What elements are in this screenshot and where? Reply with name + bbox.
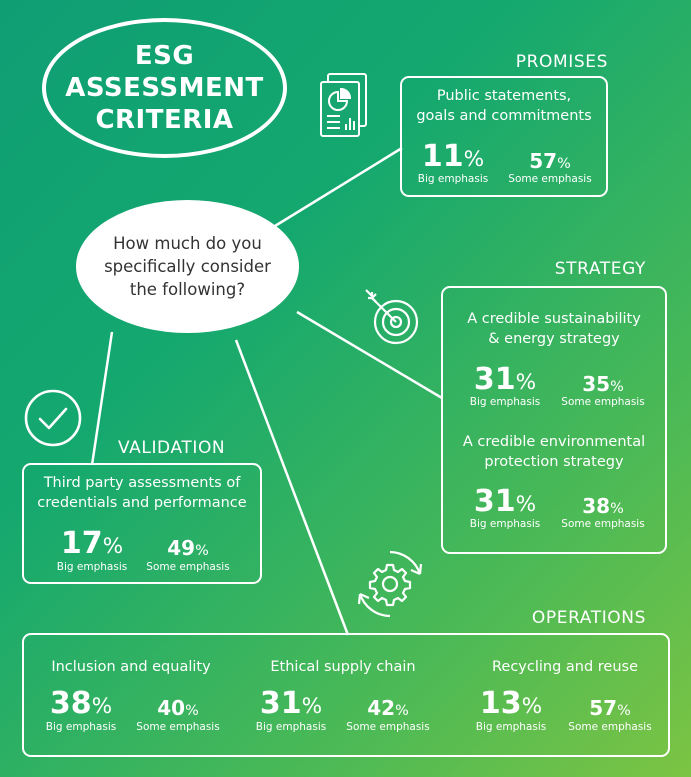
validation-label: Third party assessments of credentials a… bbox=[37, 475, 247, 511]
strategy-1-some-value: 35% bbox=[582, 372, 624, 396]
question-text: How much do you specifically consider th… bbox=[104, 234, 271, 299]
strategy-2-some-value: 38% bbox=[582, 494, 624, 518]
operations-2-some-caption: Some emphasis bbox=[346, 721, 430, 733]
operations-3-big-caption: Big emphasis bbox=[475, 721, 547, 733]
strategy-2-big-caption: Big emphasis bbox=[469, 518, 541, 530]
validation-big-value: 17% bbox=[60, 526, 124, 561]
operations-box: Inclusion and equality 38% Big emphasis … bbox=[22, 633, 670, 757]
connector-operations bbox=[234, 339, 350, 636]
operations-3-big-value: 13% bbox=[479, 686, 543, 721]
connector-promises bbox=[274, 146, 403, 228]
strategy-2-big-value: 31% bbox=[473, 484, 537, 519]
promises-big-value: 11% bbox=[421, 139, 485, 174]
operations-label-2: Ethical supply chain bbox=[270, 659, 416, 675]
strategy-box: A credible sustainability & energy strat… bbox=[441, 286, 667, 554]
operations-3-some-caption: Some emphasis bbox=[568, 721, 652, 733]
checkmark-circle-icon bbox=[23, 388, 83, 448]
promises-title: PROMISES bbox=[515, 52, 608, 72]
promises-label: Public statements, goals and commitments bbox=[416, 88, 592, 124]
operations-2-big-value: 31% bbox=[259, 686, 323, 721]
page-title: ESG ASSESSMENT CRITERIA bbox=[65, 41, 264, 135]
strategy-title: STRATEGY bbox=[554, 259, 646, 279]
operations-label-1: Inclusion and equality bbox=[51, 659, 211, 675]
operations-1-big-caption: Big emphasis bbox=[45, 721, 117, 733]
strategy-label-2: A credible environmental protection stra… bbox=[462, 434, 646, 470]
operations-2-big-caption: Big emphasis bbox=[255, 721, 327, 733]
connector-strategy bbox=[296, 310, 443, 400]
validation-title: VALIDATION bbox=[118, 438, 226, 458]
question-oval: How much do you specifically consider th… bbox=[76, 200, 299, 333]
validation-some-value: 49% bbox=[167, 536, 209, 560]
operations-1-some-caption: Some emphasis bbox=[136, 721, 220, 733]
strategy-1-some-caption: Some emphasis bbox=[561, 396, 645, 408]
document-chart-icon bbox=[318, 72, 370, 138]
operations-2-some-value: 42% bbox=[367, 696, 409, 720]
strategy-1-big-value: 31% bbox=[473, 362, 537, 397]
strategy-2-some-caption: Some emphasis bbox=[561, 518, 645, 530]
promises-box: Public statements, goals and commitments… bbox=[400, 76, 608, 197]
gear-cycle-icon bbox=[354, 548, 426, 620]
target-arrow-icon bbox=[362, 286, 422, 346]
validation-big-caption: Big emphasis bbox=[56, 561, 128, 573]
validation-box: Third party assessments of credentials a… bbox=[22, 463, 262, 584]
operations-1-some-value: 40% bbox=[157, 696, 199, 720]
promises-big-caption: Big emphasis bbox=[417, 173, 489, 185]
validation-some-caption: Some emphasis bbox=[146, 561, 230, 573]
operations-title: OPERATIONS bbox=[531, 608, 646, 628]
promises-some-caption: Some emphasis bbox=[508, 173, 592, 185]
strategy-1-big-caption: Big emphasis bbox=[469, 396, 541, 408]
promises-some-value: 57% bbox=[529, 149, 571, 173]
operations-3-some-value: 57% bbox=[589, 696, 631, 720]
strategy-label-1: A credible sustainability & energy strat… bbox=[467, 311, 641, 347]
title-oval: ESG ASSESSMENT CRITERIA bbox=[42, 18, 287, 158]
connector-validation bbox=[90, 331, 114, 466]
operations-label-3: Recycling and reuse bbox=[491, 659, 639, 675]
operations-1-big-value: 38% bbox=[49, 686, 113, 721]
